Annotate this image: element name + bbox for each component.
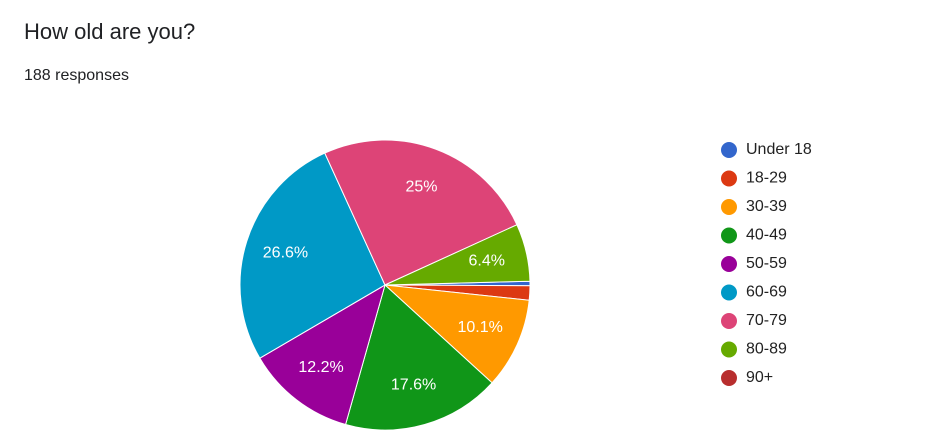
legend-marker [721,256,737,272]
legend-label: 70-79 [746,312,787,329]
pie-slice [344,284,493,431]
legend-label: 18-29 [746,170,787,187]
slice-label: 25% [405,178,437,195]
legend-marker [721,284,737,301]
pie-slice [383,284,530,384]
pie-slice [324,139,518,286]
legend-marker [721,199,737,215]
legend-marker [721,142,737,158]
legend-label: 60-69 [746,284,787,301]
slice-label: 6.4% [468,253,504,270]
slice-label: 17.6% [391,377,436,394]
legend-marker [721,170,737,187]
legend-label: 40-49 [746,227,787,244]
pie-slice [384,224,531,286]
chart-title: How old are you? [24,19,195,44]
slice-label: 26.6% [263,245,308,262]
pie-slice [239,152,386,359]
legend-label: 80-89 [746,341,787,358]
legend-label: Under 18 [746,141,812,158]
legend-marker [721,227,737,244]
pie-slice [259,283,386,426]
legend-label: 50-59 [746,255,787,272]
legend-label: 30-39 [746,198,787,215]
chart-subtitle: 188 responses [24,67,129,84]
legend-marker [721,341,737,358]
legend-label: 90+ [746,369,773,386]
legend-marker [721,313,737,329]
slice-label: 12.2% [298,359,343,376]
legend-marker [721,370,737,386]
slice-label: 10.1% [458,319,503,336]
